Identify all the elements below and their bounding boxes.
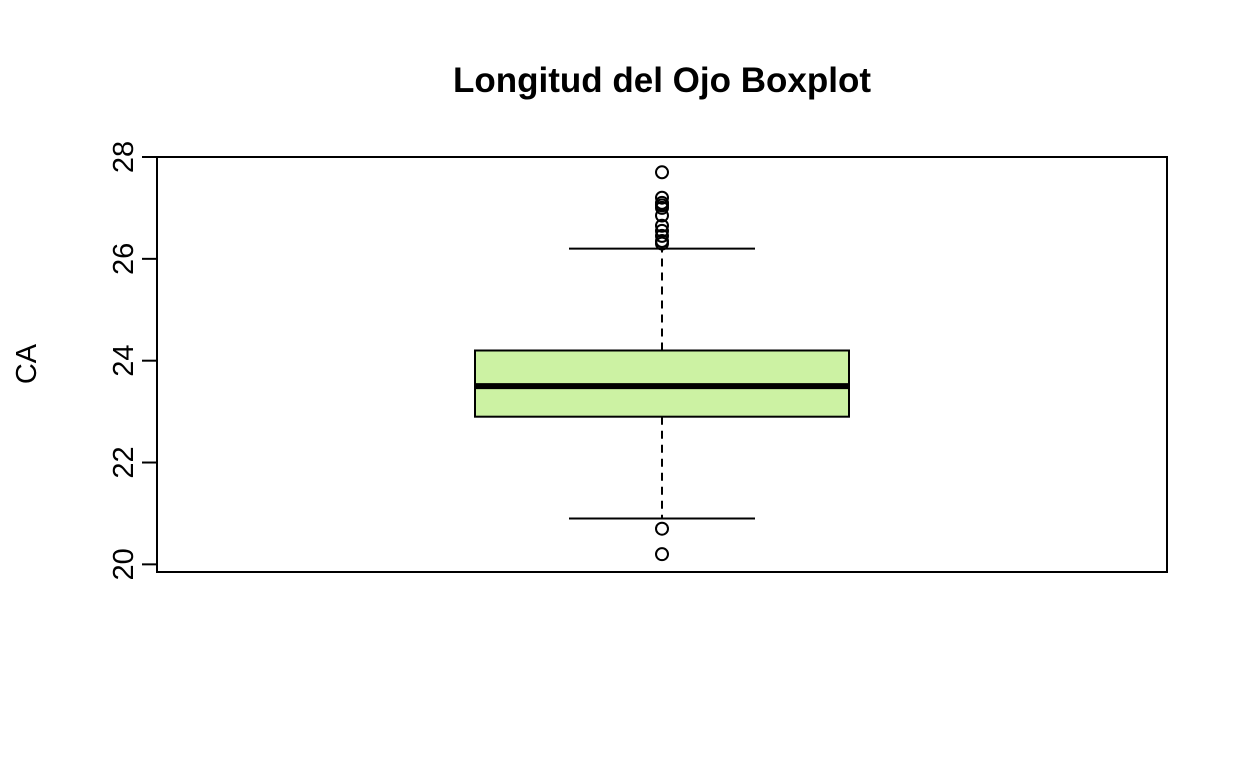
outlier-point	[655, 234, 669, 249]
y-tick-label: 20	[108, 548, 140, 580]
outlier-point	[655, 521, 669, 536]
outlier-point	[655, 195, 669, 210]
y-tick-label: 24	[108, 345, 140, 377]
outlier-point	[655, 190, 669, 205]
outlier-point	[655, 218, 669, 233]
y-tick-label: 22	[108, 446, 140, 478]
outlier-point	[655, 228, 669, 243]
y-axis-label: CA	[11, 343, 43, 384]
outlier-point	[655, 165, 669, 180]
outlier-point	[655, 223, 669, 238]
box-group	[474, 165, 850, 562]
y-axis: 20 22 24 26 28	[108, 141, 158, 580]
outlier-point	[655, 547, 669, 562]
y-tick-label: 28	[108, 141, 140, 173]
chart-title: Longitud del Ojo Boxplot	[453, 61, 871, 100]
y-tick-label: 26	[108, 243, 140, 275]
